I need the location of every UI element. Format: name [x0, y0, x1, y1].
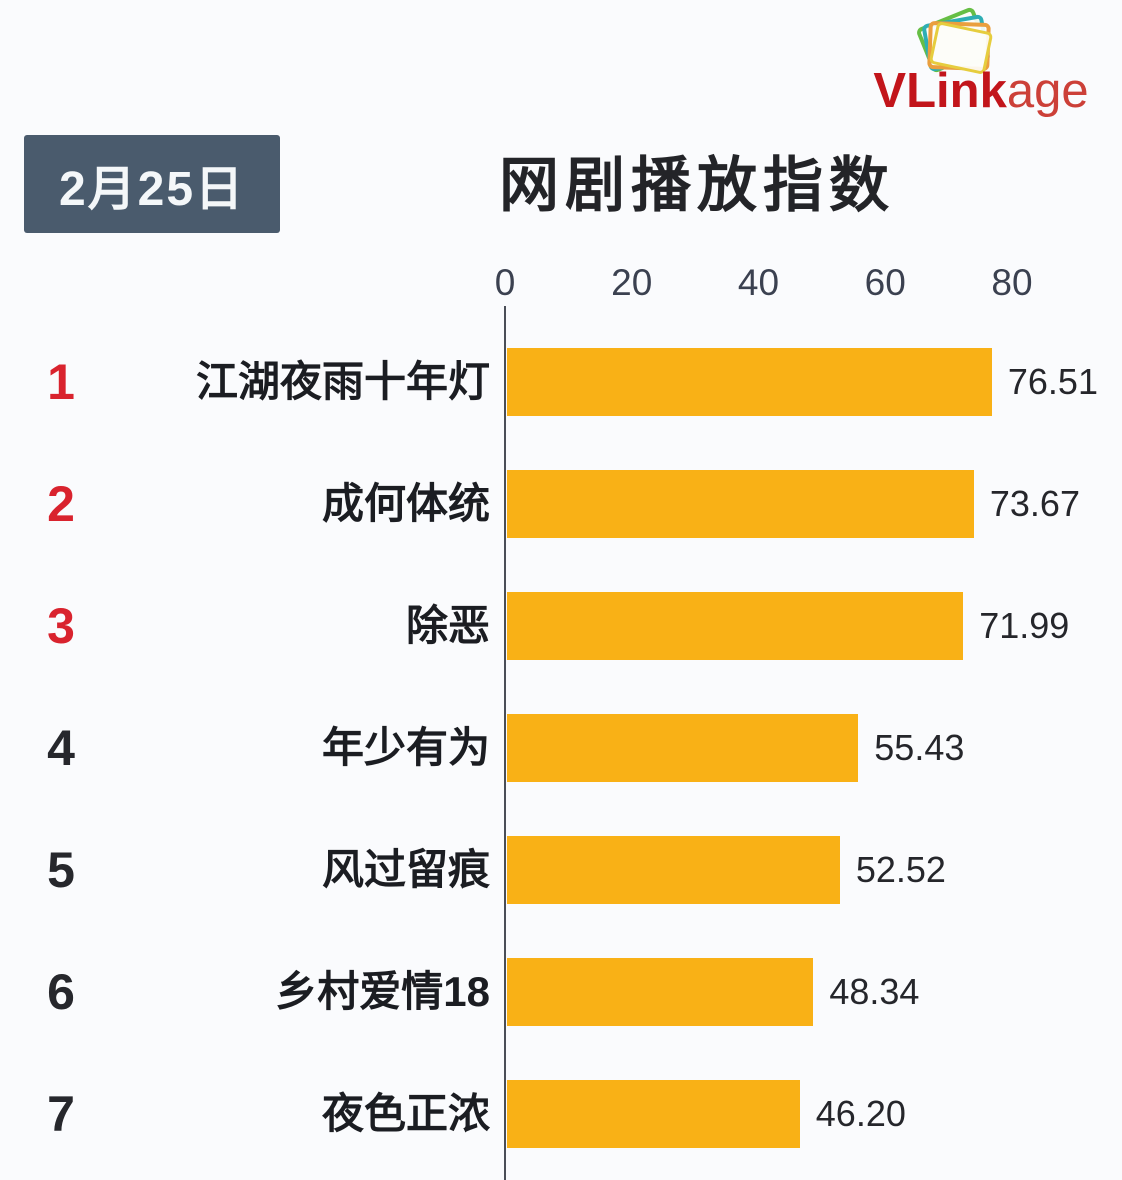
rank-number: 2: [47, 476, 75, 532]
logo-text-age: age: [1006, 64, 1089, 118]
drama-title-label: 江湖夜雨十年灯: [195, 357, 490, 405]
bar-value-label: 55.43: [874, 727, 965, 768]
rank-number: 4: [47, 720, 75, 776]
drama-title-label: 夜色正浓: [321, 1089, 490, 1137]
x-axis-tick-label: 0: [494, 262, 516, 303]
x-axis-tick-label: 40: [737, 262, 780, 303]
bar-value-label: 76.51: [1007, 361, 1098, 402]
date-badge: 2月25日: [24, 135, 280, 233]
rank-number: 5: [47, 842, 75, 898]
x-axis-tick-label: 80: [991, 262, 1033, 303]
logo-text-vlink: VLink: [873, 64, 1007, 118]
vlinkage-logo: VLinkage: [848, 4, 1114, 116]
drama-title-label: 成何体统: [321, 479, 490, 527]
logo-wordmark: VLinkage: [848, 67, 1114, 116]
drama-title-label: 年少有为: [321, 723, 490, 771]
bar-value-label: 73.67: [989, 483, 1080, 524]
bar: [507, 714, 859, 782]
x-axis-tick-label: 20: [611, 262, 653, 303]
bar: [507, 836, 840, 904]
stacked-cards-icon: [917, 7, 993, 74]
drama-title-label: 风过留痕: [321, 845, 490, 893]
drama-title-label: 乡村爱情18: [275, 967, 490, 1015]
rank-number: 7: [47, 1086, 75, 1142]
bar: [507, 1080, 800, 1148]
bar: [507, 470, 974, 538]
chart-title: 网剧播放指数: [499, 152, 895, 219]
bar-value-label: 52.52: [855, 849, 946, 890]
rank-number: 3: [47, 598, 75, 654]
bar-value-label: 46.20: [815, 1093, 906, 1134]
bar: [507, 958, 814, 1026]
rank-number: 6: [47, 964, 75, 1020]
y-axis-line: [504, 306, 506, 1180]
bar: [507, 348, 992, 416]
x-axis-tick-label: 60: [864, 262, 906, 303]
bar-value-label: 48.34: [829, 971, 920, 1012]
rank-number: 1: [47, 354, 75, 410]
bar: [507, 592, 964, 660]
drama-title-label: 除恶: [405, 601, 490, 649]
date-label: 2月25日: [58, 163, 246, 216]
bar-value-label: 71.99: [979, 605, 1070, 646]
